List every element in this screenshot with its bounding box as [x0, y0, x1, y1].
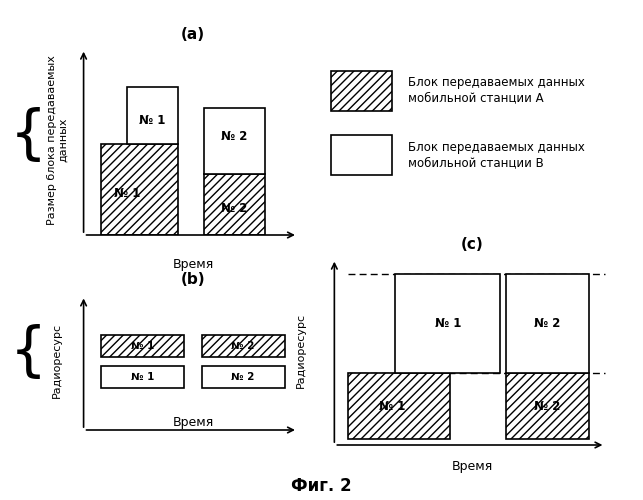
- Bar: [101, 366, 184, 388]
- Bar: [395, 274, 500, 373]
- Bar: [349, 373, 451, 440]
- Text: Время: Время: [172, 416, 213, 429]
- Bar: [204, 174, 265, 235]
- Text: № 2: № 2: [221, 130, 248, 142]
- Text: № 1: № 1: [131, 341, 154, 351]
- Title: (a): (a): [181, 28, 205, 42]
- Text: {: {: [10, 324, 47, 381]
- Text: № 2: № 2: [231, 372, 255, 382]
- Bar: [202, 366, 285, 388]
- Text: Блок передаваемых данных
мобильной станции А: Блок передаваемых данных мобильной станц…: [408, 76, 584, 104]
- Text: Блок передаваемых данных
мобильной станции В: Блок передаваемых данных мобильной станц…: [408, 141, 584, 169]
- Text: № 2: № 2: [221, 202, 248, 215]
- Text: № 1: № 1: [435, 317, 461, 330]
- Text: № 1: № 1: [379, 400, 406, 413]
- Text: {: {: [10, 106, 47, 164]
- Text: Размер блока передаваемых
данных: Размер блока передаваемых данных: [46, 55, 68, 225]
- Bar: [506, 274, 589, 373]
- Bar: [127, 87, 177, 144]
- Text: № 2: № 2: [534, 400, 561, 413]
- Bar: [101, 335, 184, 357]
- Text: № 2: № 2: [231, 341, 255, 351]
- Text: Фиг. 2: Фиг. 2: [291, 477, 352, 495]
- Text: Радиоресурс: Радиоресурс: [52, 322, 62, 398]
- Bar: [331, 135, 392, 175]
- Bar: [506, 373, 589, 440]
- Text: Время: Время: [172, 258, 213, 271]
- Title: (b): (b): [181, 272, 205, 287]
- Bar: [202, 335, 285, 357]
- Text: Радиоресурс: Радиоресурс: [296, 312, 306, 388]
- Title: (c): (c): [461, 238, 484, 252]
- Text: № 1: № 1: [131, 372, 154, 382]
- Text: № 1: № 1: [140, 114, 166, 128]
- Text: № 2: № 2: [534, 317, 561, 330]
- Bar: [204, 108, 265, 174]
- Text: № 1: № 1: [114, 186, 141, 200]
- Text: Время: Время: [452, 460, 493, 473]
- Bar: [101, 144, 177, 235]
- Bar: [331, 71, 392, 111]
